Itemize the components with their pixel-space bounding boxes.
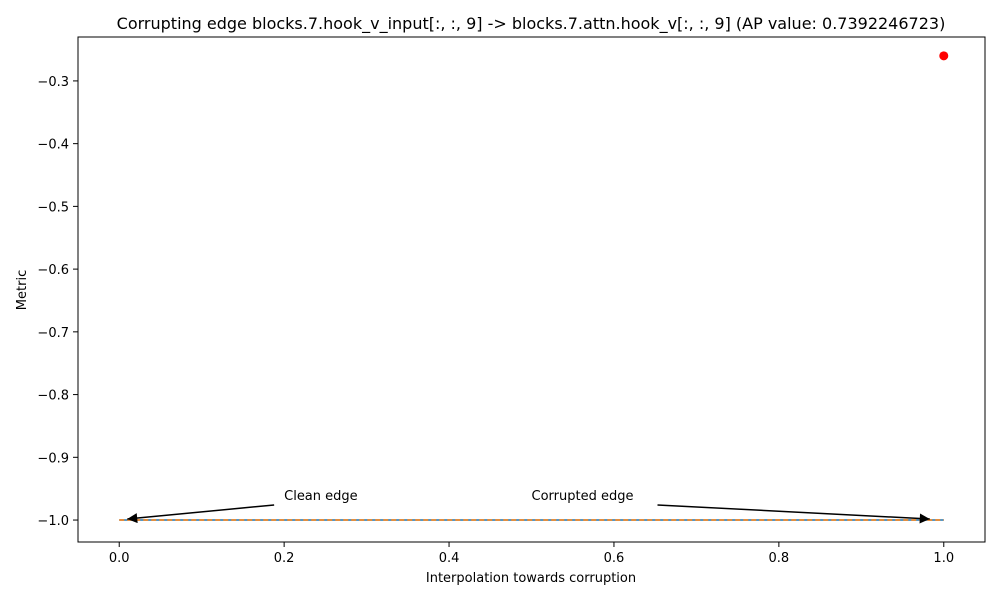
annotations: Clean edge Corrupted edge <box>127 489 930 524</box>
y-tick-label: −0.3 <box>37 75 69 90</box>
x-tick-label: 0.2 <box>274 551 295 566</box>
y-axis-label: Metric <box>15 270 30 310</box>
axes-frame <box>77 36 986 543</box>
x-tick-label: 0.4 <box>439 551 460 566</box>
y-tick-label: −0.4 <box>37 138 69 153</box>
x-tick-label: 0.8 <box>769 551 790 566</box>
data-point-marker <box>939 51 949 61</box>
x-tick-label: 1.0 <box>933 551 954 566</box>
y-tick-label: −0.9 <box>37 451 69 466</box>
ticks: 0.0 0.2 0.4 0.6 0.8 1.0 −0.3 −0.4 −0.5 −0.6 −0.7 −0… <box>37 75 954 566</box>
x-tick-label: 0.0 <box>109 551 130 566</box>
y-tick-label: −1.0 <box>37 514 69 529</box>
plot-area <box>119 51 949 521</box>
annotation-label: Corrupted edge <box>532 489 634 504</box>
annotation-label: Clean edge <box>284 489 358 504</box>
y-tick-label: −0.7 <box>37 326 69 341</box>
y-tick-label: −0.5 <box>37 200 69 215</box>
annotation-arrow <box>127 504 275 524</box>
chart-title: Corrupting edge blocks.7.hook_v_input[:,… <box>117 14 946 34</box>
y-tick-label: −0.6 <box>37 263 69 278</box>
x-tick-label: 0.6 <box>604 551 625 566</box>
y-tick-label: −0.8 <box>37 389 69 404</box>
annotation-arrow <box>657 504 930 524</box>
x-axis-label: Interpolation towards corruption <box>426 571 636 586</box>
